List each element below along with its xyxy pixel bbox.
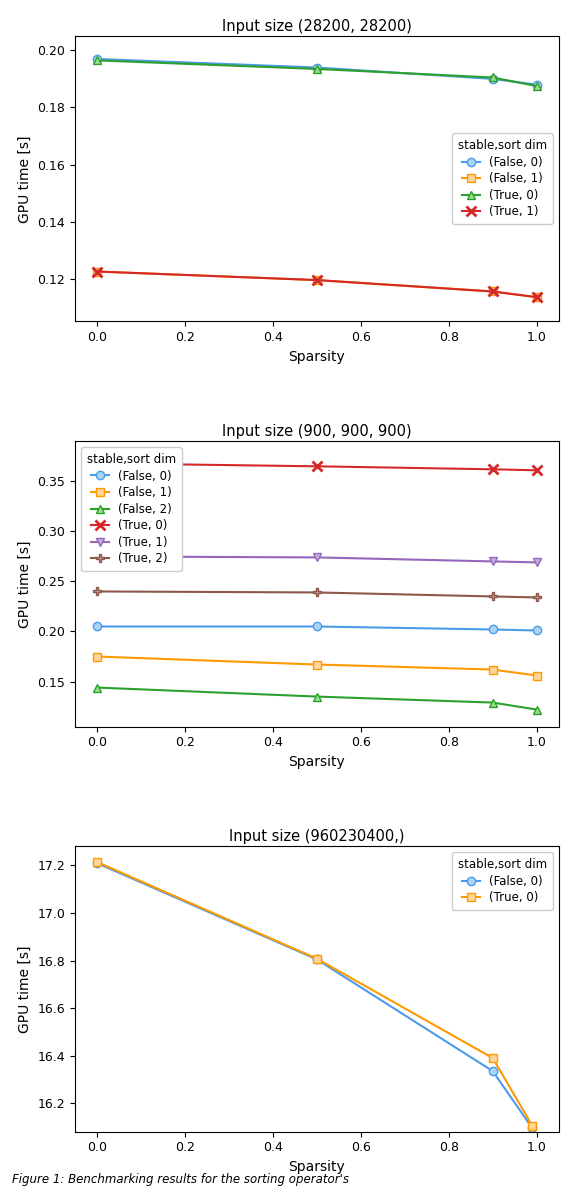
- (False, 0): [93, 619, 100, 633]
- (True, 1): [93, 265, 100, 279]
- (True, 0): [533, 78, 540, 93]
- (True, 1): [313, 273, 320, 288]
- (True, 0): [529, 1119, 536, 1133]
- (False, 1): [93, 649, 100, 663]
- (False, 0): [529, 1121, 536, 1135]
- Line: (False, 1): (False, 1): [93, 653, 541, 680]
- (False, 1): [489, 662, 496, 677]
- (True, 0): [93, 855, 100, 869]
- Line: (True, 1): (True, 1): [93, 553, 541, 567]
- (True, 1): [489, 284, 496, 299]
- (True, 2): [313, 585, 320, 600]
- Y-axis label: GPU time [s]: GPU time [s]: [18, 135, 32, 223]
- (True, 0): [93, 456, 100, 471]
- (True, 1): [313, 550, 320, 565]
- (True, 0): [533, 464, 540, 478]
- X-axis label: Sparsity: Sparsity: [289, 349, 345, 364]
- (True, 1): [533, 555, 540, 569]
- Line: (False, 0): (False, 0): [93, 622, 541, 635]
- Line: (True, 0): (True, 0): [93, 57, 541, 90]
- (True, 1): [533, 290, 540, 305]
- (True, 0): [313, 61, 320, 76]
- (True, 1): [489, 554, 496, 568]
- Title: Input size (960230400,): Input size (960230400,): [229, 828, 404, 844]
- (True, 1): [93, 549, 100, 563]
- Title: Input size (900, 900, 900): Input size (900, 900, 900): [222, 424, 412, 438]
- (False, 2): [93, 680, 100, 695]
- (True, 0): [489, 462, 496, 477]
- (False, 0): [533, 77, 540, 92]
- X-axis label: Sparsity: Sparsity: [289, 755, 345, 769]
- Legend: (False, 0), (True, 0): (False, 0), (True, 0): [452, 852, 553, 910]
- Y-axis label: GPU time [s]: GPU time [s]: [18, 541, 32, 627]
- (True, 0): [489, 1051, 496, 1066]
- (False, 0): [489, 72, 496, 87]
- Text: Figure 1: Benchmarking results for the sorting operator's: Figure 1: Benchmarking results for the s…: [12, 1173, 348, 1186]
- Line: (False, 0): (False, 0): [93, 54, 541, 89]
- Legend: (False, 0), (False, 1), (False, 2), (True, 0), (True, 1), (True, 2): (False, 0), (False, 1), (False, 2), (Tru…: [81, 447, 181, 571]
- (False, 2): [313, 690, 320, 704]
- (False, 0): [533, 624, 540, 638]
- (False, 1): [533, 668, 540, 683]
- (True, 2): [93, 584, 100, 598]
- (True, 0): [489, 70, 496, 84]
- Title: Input size (28200, 28200): Input size (28200, 28200): [222, 18, 412, 34]
- Legend: (False, 0), (False, 1), (True, 0), (True, 1): (False, 0), (False, 1), (True, 0), (True…: [452, 134, 553, 224]
- (False, 2): [489, 696, 496, 710]
- X-axis label: Sparsity: Sparsity: [289, 1159, 345, 1174]
- Line: (True, 1): (True, 1): [92, 266, 541, 302]
- Line: (True, 2): (True, 2): [93, 588, 541, 602]
- (False, 1): [533, 290, 540, 305]
- (False, 1): [93, 265, 100, 279]
- (False, 1): [489, 284, 496, 299]
- (True, 0): [313, 459, 320, 473]
- (False, 1): [313, 657, 320, 672]
- Line: (False, 0): (False, 0): [93, 858, 536, 1132]
- Line: (True, 0): (True, 0): [93, 857, 536, 1131]
- (True, 2): [533, 590, 540, 604]
- Line: (False, 2): (False, 2): [93, 684, 541, 714]
- (True, 0): [93, 53, 100, 67]
- (False, 0): [93, 856, 100, 870]
- (False, 0): [313, 619, 320, 633]
- Y-axis label: GPU time [s]: GPU time [s]: [18, 945, 32, 1033]
- (False, 0): [93, 52, 100, 66]
- (True, 2): [489, 589, 496, 603]
- (False, 0): [489, 1064, 496, 1079]
- (True, 0): [313, 951, 320, 966]
- Line: (True, 0): (True, 0): [92, 459, 541, 476]
- (False, 2): [533, 702, 540, 716]
- Line: (False, 1): (False, 1): [93, 267, 541, 301]
- (False, 0): [489, 622, 496, 637]
- (False, 1): [313, 273, 320, 288]
- (False, 0): [313, 60, 320, 75]
- (False, 0): [313, 952, 320, 967]
